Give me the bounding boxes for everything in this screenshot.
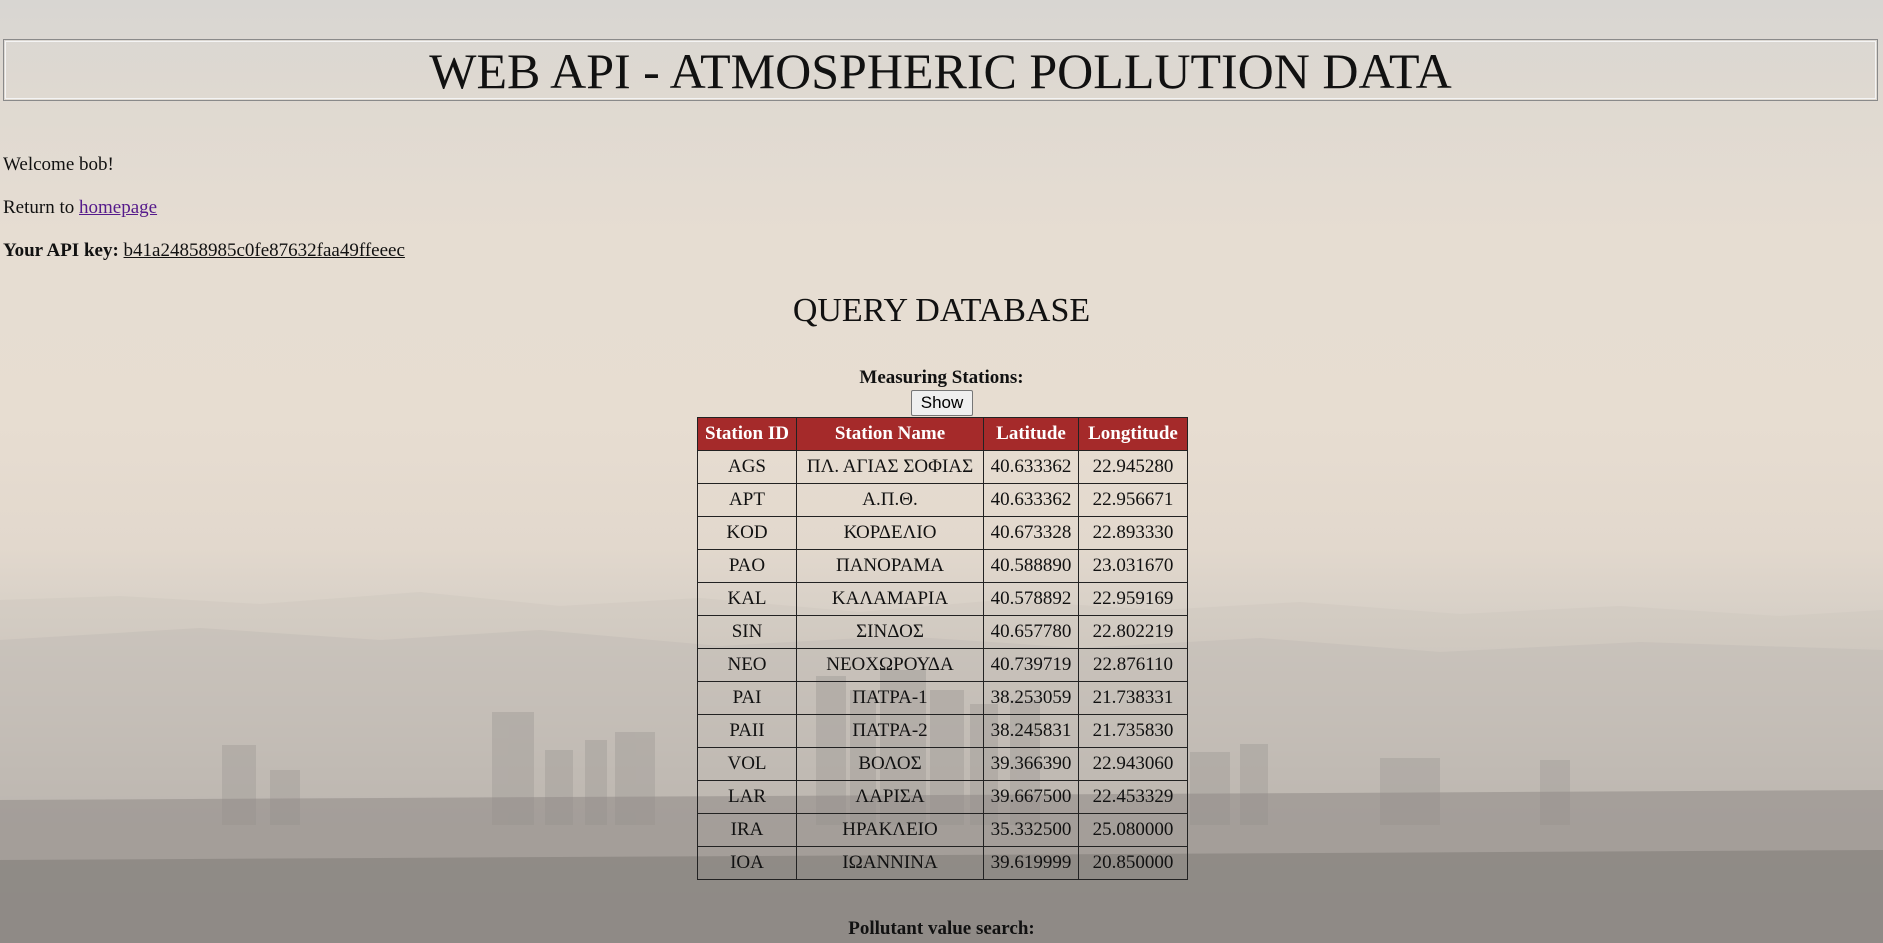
longitude-cell: 22.876110 — [1078, 648, 1188, 682]
table-row: IOA ΙΩΑΝΝΙΝΑ 39.619999 20.850000 — [697, 846, 1188, 880]
return-line: Return to homepage — [3, 197, 157, 219]
longitude-cell: 23.031670 — [1078, 549, 1188, 583]
api-key-line: Your API key: b41a24858985c0fe87632faa49… — [3, 240, 405, 262]
longitude-cell: 21.735830 — [1078, 714, 1188, 748]
table-row: KOD ΚΟΡΔΕΛΙΟ 40.673328 22.893330 — [697, 516, 1188, 550]
page-title: WEB API - ATMOSPHERIC POLLUTION DATA — [429, 43, 1452, 99]
station-name-cell: ΚΟΡΔΕΛΙΟ — [796, 516, 984, 550]
latitude-cell: 38.245831 — [983, 714, 1079, 748]
page-header: WEB API - ATMOSPHERIC POLLUTION DATA — [3, 39, 1878, 101]
column-header-station-id: Station ID — [697, 417, 797, 451]
latitude-cell: 40.739719 — [983, 648, 1079, 682]
table-row: PAO ΠΑΝΟΡΑΜΑ 40.588890 23.031670 — [697, 549, 1188, 583]
longitude-cell: 22.802219 — [1078, 615, 1188, 649]
longitude-cell: 20.850000 — [1078, 846, 1188, 880]
latitude-cell: 40.578892 — [983, 582, 1079, 616]
latitude-cell: 39.667500 — [983, 780, 1079, 814]
station-name-cell: ΚΑΛΑΜΑΡΙΑ — [796, 582, 984, 616]
stations-table: Station ID Station Name Latitude Longtit… — [697, 417, 1188, 880]
station-id-cell: PAO — [697, 549, 797, 583]
table-row: IRA ΗΡΑΚΛΕΙΟ 35.332500 25.080000 — [697, 813, 1188, 847]
table-header-row: Station ID Station Name Latitude Longtit… — [697, 417, 1188, 451]
station-id-cell: APT — [697, 483, 797, 517]
table-row: KAL ΚΑΛΑΜΑΡΙΑ 40.578892 22.959169 — [697, 582, 1188, 616]
longitude-cell: 22.945280 — [1078, 450, 1188, 484]
longitude-cell: 25.080000 — [1078, 813, 1188, 847]
latitude-cell: 39.366390 — [983, 747, 1079, 781]
table-row: PAII ΠΑΤΡΑ-2 38.245831 21.735830 — [697, 714, 1188, 748]
homepage-link[interactable]: homepage — [79, 197, 158, 218]
station-name-cell: Α.Π.Θ. — [796, 483, 984, 517]
station-id-cell: IOA — [697, 846, 797, 880]
latitude-cell: 39.619999 — [983, 846, 1079, 880]
table-row: NEO ΝΕΟΧΩΡΟΥΔΑ 40.739719 22.876110 — [697, 648, 1188, 682]
station-id-cell: PAII — [697, 714, 797, 748]
latitude-cell: 40.588890 — [983, 549, 1079, 583]
station-name-cell: ΙΩΑΝΝΙΝΑ — [796, 846, 984, 880]
station-name-cell: ΠΑΤΡΑ-2 — [796, 714, 984, 748]
longitude-cell: 22.959169 — [1078, 582, 1188, 616]
welcome-message: Welcome bob! — [3, 154, 114, 175]
latitude-cell: 38.253059 — [983, 681, 1079, 715]
station-name-cell: ΒΟΛΟΣ — [796, 747, 984, 781]
column-header-longitude: Longtitude — [1078, 417, 1188, 451]
latitude-cell: 40.657780 — [983, 615, 1079, 649]
column-header-station-name: Station Name — [796, 417, 984, 451]
station-name-cell: ΣΙΝΔΟΣ — [796, 615, 984, 649]
station-id-cell: KOD — [697, 516, 797, 550]
station-id-cell: IRA — [697, 813, 797, 847]
api-key-value: b41a24858985c0fe87632faa49ffeeec — [123, 240, 405, 261]
station-name-cell: ΠΑΝΟΡΑΜΑ — [796, 549, 984, 583]
table-row: PAI ΠΑΤΡΑ-1 38.253059 21.738331 — [697, 681, 1188, 715]
station-id-cell: NEO — [697, 648, 797, 682]
longitude-cell: 21.738331 — [1078, 681, 1188, 715]
station-id-cell: KAL — [697, 582, 797, 616]
show-stations-button[interactable]: Show — [911, 390, 973, 416]
table-row: SIN ΣΙΝΔΟΣ 40.657780 22.802219 — [697, 615, 1188, 649]
table-row: VOL ΒΟΛΟΣ 39.366390 22.943060 — [697, 747, 1188, 781]
station-id-cell: PAI — [697, 681, 797, 715]
station-id-cell: LAR — [697, 780, 797, 814]
longitude-cell: 22.453329 — [1078, 780, 1188, 814]
latitude-cell: 40.633362 — [983, 483, 1079, 517]
latitude-cell: 40.633362 — [983, 450, 1079, 484]
station-name-cell: ΗΡΑΚΛΕΙΟ — [796, 813, 984, 847]
column-header-latitude: Latitude — [983, 417, 1079, 451]
station-name-cell: ΠΑΤΡΑ-1 — [796, 681, 984, 715]
return-prefix: Return to — [3, 197, 79, 218]
station-name-cell: ΠΛ. ΑΓΙΑΣ ΣΟΦΙΑΣ — [796, 450, 984, 484]
query-database-title: QUERY DATABASE — [792, 292, 1091, 329]
station-name-cell: ΛΑΡΙΣΑ — [796, 780, 984, 814]
station-id-cell: AGS — [697, 450, 797, 484]
stations-table-body: AGS ΠΛ. ΑΓΙΑΣ ΣΟΦΙΑΣ 40.633362 22.945280 APT… — [697, 450, 1188, 880]
station-id-cell: SIN — [697, 615, 797, 649]
longitude-cell: 22.943060 — [1078, 747, 1188, 781]
table-row: AGS ΠΛ. ΑΓΙΑΣ ΣΟΦΙΑΣ 40.633362 22.945280 — [697, 450, 1188, 484]
station-name-cell: ΝΕΟΧΩΡΟΥΔΑ — [796, 648, 984, 682]
pollutant-search-label: Pollutant value search: — [848, 918, 1035, 939]
latitude-cell: 35.332500 — [983, 813, 1079, 847]
longitude-cell: 22.956671 — [1078, 483, 1188, 517]
table-row: LAR ΛΑΡΙΣΑ 39.667500 22.453329 — [697, 780, 1188, 814]
measuring-stations-label: Measuring Stations: — [859, 367, 1024, 388]
longitude-cell: 22.893330 — [1078, 516, 1188, 550]
api-key-label: Your API key: — [3, 240, 119, 261]
latitude-cell: 40.673328 — [983, 516, 1079, 550]
station-id-cell: VOL — [697, 747, 797, 781]
table-row: APT Α.Π.Θ. 40.633362 22.956671 — [697, 483, 1188, 517]
